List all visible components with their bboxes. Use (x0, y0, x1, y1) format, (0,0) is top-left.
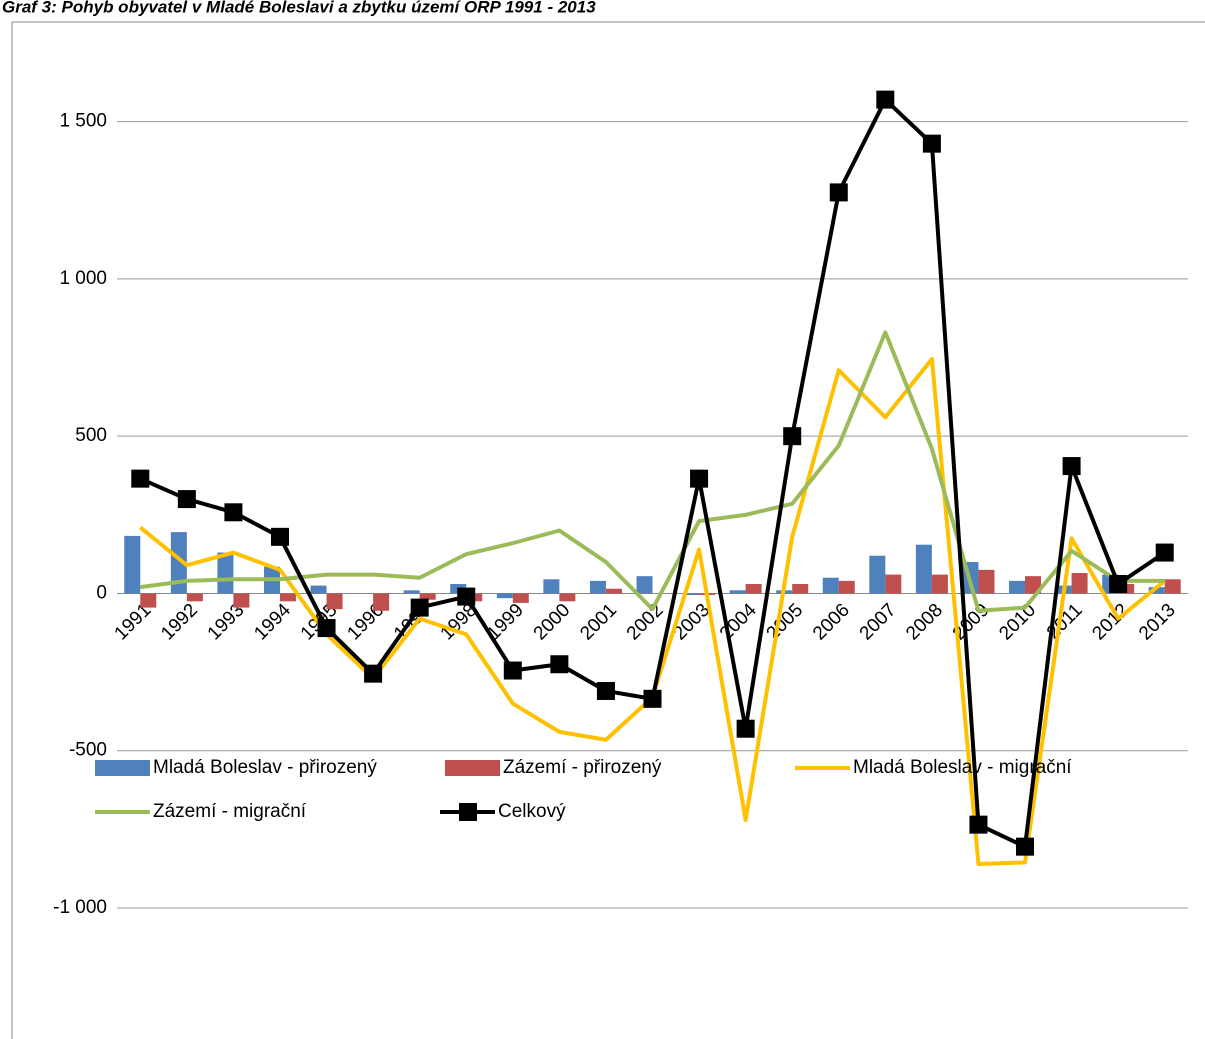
x-tick-label: 2013 (1135, 600, 1180, 645)
chart-title: Graf 3: Pohyb obyvatel v Mladé Boleslavi… (2, 0, 596, 16)
bar (170, 532, 187, 594)
marker (690, 469, 709, 488)
bar (869, 555, 886, 594)
marker (876, 90, 895, 109)
marker (922, 134, 941, 153)
series-line (139, 97, 1166, 849)
marker (1016, 837, 1035, 856)
y-tick-label: 500 (75, 425, 107, 446)
marker (736, 719, 755, 738)
bar (559, 593, 576, 602)
legend-label: Zázemí - migrační (153, 801, 307, 822)
bar (589, 580, 606, 594)
y-tick-label: -500 (69, 740, 107, 761)
marker (550, 655, 569, 674)
bar (605, 588, 622, 594)
bar (683, 593, 700, 596)
bar (419, 593, 436, 600)
x-tick-label: 1994 (250, 599, 295, 644)
legend-label: Zázemí - přirozený (503, 757, 662, 778)
marker (317, 619, 336, 638)
bar (310, 585, 327, 594)
y-tick-label: 0 (96, 582, 107, 603)
marker (224, 503, 243, 522)
series-line (140, 330, 1165, 613)
legend-label: Celkový (498, 801, 566, 822)
x-tick-label: 2007 (856, 600, 901, 645)
marker (270, 527, 289, 546)
bar (140, 593, 157, 608)
bar (326, 593, 343, 610)
legend-swatch (445, 760, 500, 776)
bar (233, 593, 250, 608)
marker (1155, 543, 1174, 562)
x-tick-label: 2002 (623, 600, 668, 645)
marker (1062, 457, 1081, 476)
bar (1009, 580, 1026, 594)
bar (636, 576, 653, 594)
bar (745, 584, 762, 594)
bar (885, 574, 902, 594)
marker (829, 183, 848, 202)
bar (931, 574, 948, 594)
marker (643, 689, 662, 708)
x-tick-label: 1992 (157, 600, 202, 645)
marker (364, 664, 383, 683)
bar (1148, 587, 1165, 594)
bar (978, 569, 995, 594)
bar (792, 584, 809, 594)
marker (503, 661, 522, 680)
bar (496, 593, 513, 599)
bar (217, 552, 234, 594)
legend-label: Mladá Boleslav - přirozený (153, 757, 377, 778)
marker (1109, 575, 1128, 594)
legend-marker (459, 803, 477, 821)
bar (1071, 573, 1088, 594)
marker (131, 469, 150, 488)
bar (186, 593, 203, 602)
y-tick-label: 1 500 (59, 111, 107, 132)
bar (1025, 576, 1042, 594)
marker (969, 815, 988, 834)
y-tick-label: 1 000 (59, 268, 107, 289)
bar (1164, 579, 1181, 594)
chart-frame (11, 21, 1205, 1039)
bar (373, 593, 390, 611)
marker (783, 427, 802, 446)
marker (457, 587, 476, 606)
bar (543, 579, 560, 594)
bar (915, 544, 932, 594)
marker (410, 598, 429, 617)
bar (124, 535, 141, 594)
marker (177, 490, 196, 509)
bar (838, 580, 855, 594)
x-tick-label: 2008 (902, 600, 947, 645)
marker (596, 681, 615, 700)
y-tick-label: -1 000 (53, 897, 107, 918)
x-tick-label: 2001 (576, 600, 621, 645)
legend-swatch (95, 760, 150, 776)
bar (512, 593, 529, 603)
legend-label: Mladá Boleslav - migrační (853, 757, 1072, 778)
x-tick-label: 2005 (763, 600, 808, 645)
x-tick-label: 2000 (530, 600, 575, 645)
bar (729, 590, 746, 594)
bar (822, 577, 839, 594)
bar (279, 593, 296, 602)
bar (403, 590, 420, 594)
x-tick-label: 2006 (809, 600, 854, 645)
